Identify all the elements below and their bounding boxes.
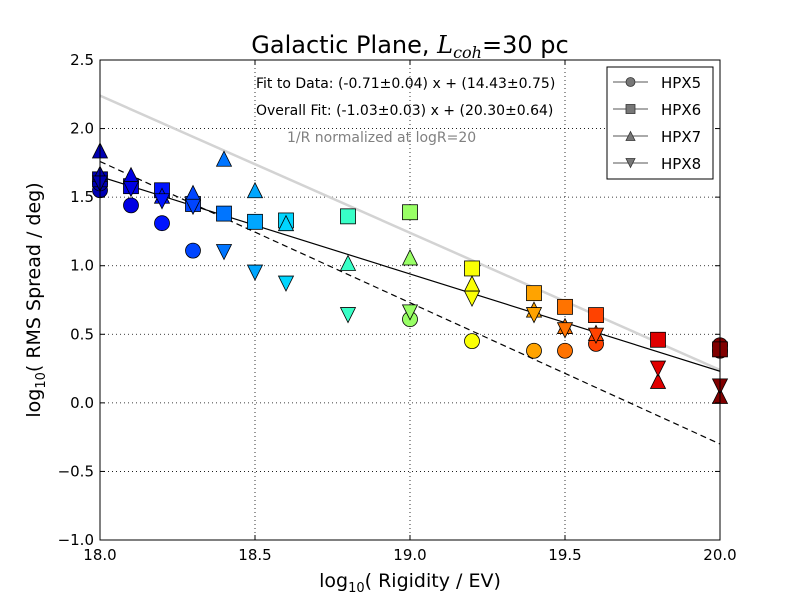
legend-label: HPX8	[661, 155, 701, 173]
y-tick-label: 2.0	[70, 120, 94, 138]
y-tick-label: −1.0	[58, 531, 94, 549]
data-point-hpx7	[215, 150, 233, 167]
data-point-hpx7	[649, 372, 667, 389]
legend: HPX5 HPX6 HPX7 HPX8	[606, 66, 714, 180]
title-main: Galactic Plane,	[251, 31, 437, 59]
x-tick-label: 18.0	[83, 546, 116, 564]
data-point-hpx8	[246, 264, 264, 281]
y-tick-label: 2.5	[70, 51, 94, 69]
y-label-rest: ( RMS Spread / deg)	[23, 182, 45, 372]
x-tick-label: 19.0	[393, 546, 426, 564]
data-point-hpx6	[216, 205, 232, 222]
data-point-hpx8	[215, 244, 233, 261]
x-tick-label: 19.5	[548, 546, 581, 564]
data-point-hpx8	[587, 327, 605, 345]
title-rest: =30 pc	[482, 31, 569, 59]
data-point-hpx8	[401, 304, 419, 321]
data-point-hpx5	[154, 215, 170, 232]
data-point-hpx8	[153, 193, 171, 210]
data-point-hpx5	[123, 197, 139, 214]
x-label-rest: ( Rigidity / EV)	[365, 570, 501, 592]
x-tick-label: 18.5	[238, 546, 271, 564]
annotation-fit-to-data: Fit to Data: (-0.71±0.04) x + (14.43±0.7…	[256, 76, 555, 92]
data-point-hpx6	[650, 331, 666, 348]
x-label-sub: 10	[348, 581, 365, 596]
legend-marker-triangle-up	[625, 130, 636, 141]
line-1-r-normalized	[100, 94, 720, 372]
data-point-hpx6	[526, 285, 542, 302]
y-axis-label: log10( RMS Spread / deg)	[23, 182, 49, 417]
legend-item-hpx7: HPX7	[613, 128, 701, 146]
data-point-hpx7	[401, 249, 419, 266]
legend-item-hpx6: HPX6	[613, 101, 701, 119]
data-point-hpx5	[557, 342, 573, 359]
data-point-hpx8	[277, 275, 295, 292]
legend-item-hpx8: HPX8	[613, 155, 701, 173]
title-symbol: L	[436, 31, 453, 59]
legend-label: HPX5	[661, 74, 701, 92]
y-tick-label: 0.5	[70, 325, 94, 343]
data-point-hpx5	[464, 333, 480, 350]
y-label-log: log	[23, 389, 45, 418]
annotation-overall-fit: Overall Fit: (-1.03±0.03) x + (20.30±0.6…	[256, 103, 553, 119]
data-point-hpx5	[526, 342, 542, 359]
data-point-hpx8	[122, 181, 140, 198]
data-point-hpx6	[247, 213, 263, 230]
data-point-hpx8	[463, 290, 481, 308]
x-tick-label: 20.0	[703, 546, 736, 564]
data-point-hpx7	[246, 181, 264, 199]
data-point-hpx6	[588, 307, 604, 323]
x-axis-label: log10( Rigidity / EV)	[319, 570, 501, 596]
y-tick-label: 1.5	[70, 188, 94, 206]
data-point-hpx6	[340, 208, 356, 225]
series-hpx8	[91, 175, 729, 395]
ticks-layer: 18.0 18.5 19.0 19.5 20.0 −1.0 −0.5 0.0 0.5 1.0 1.5…	[58, 51, 737, 564]
legend-label: HPX7	[661, 128, 701, 146]
data-point-hpx6	[557, 298, 573, 315]
data-point-hpx6	[402, 204, 418, 221]
data-point-hpx8	[525, 307, 543, 324]
y-label-sub: 10	[34, 372, 49, 389]
legend-box	[606, 66, 714, 180]
data-point-hpx8	[556, 322, 574, 339]
legend-marker-triangle-down	[625, 158, 636, 169]
data-point-hpx7	[339, 254, 357, 271]
data-point-hpx8	[184, 198, 202, 216]
title-subscript: coh	[453, 43, 482, 62]
legend-label: HPX6	[661, 101, 701, 119]
legend-marker-circle	[625, 77, 636, 87]
data-point-hpx8	[649, 360, 667, 377]
data-point-hpx7	[277, 214, 295, 232]
y-tick-label: 0.0	[70, 394, 94, 412]
y-tick-label: −0.5	[58, 462, 94, 480]
data-point-hpx8	[339, 307, 357, 324]
chart-title: Galactic Plane, Lcoh=30 pc	[251, 31, 568, 62]
fit-lines-layer	[100, 94, 720, 445]
annotation-normalization: 1/R normalized at logR=20	[287, 130, 476, 146]
data-point-hpx6	[464, 260, 480, 277]
data-points-layer	[91, 142, 729, 404]
data-point-hpx5	[185, 242, 201, 259]
legend-marker-square	[625, 104, 636, 114]
y-tick-label: 1.0	[70, 257, 94, 275]
x-label-log: log	[319, 570, 348, 592]
legend-item-hpx5: HPX5	[613, 74, 701, 92]
line-overall-fit	[100, 160, 720, 445]
